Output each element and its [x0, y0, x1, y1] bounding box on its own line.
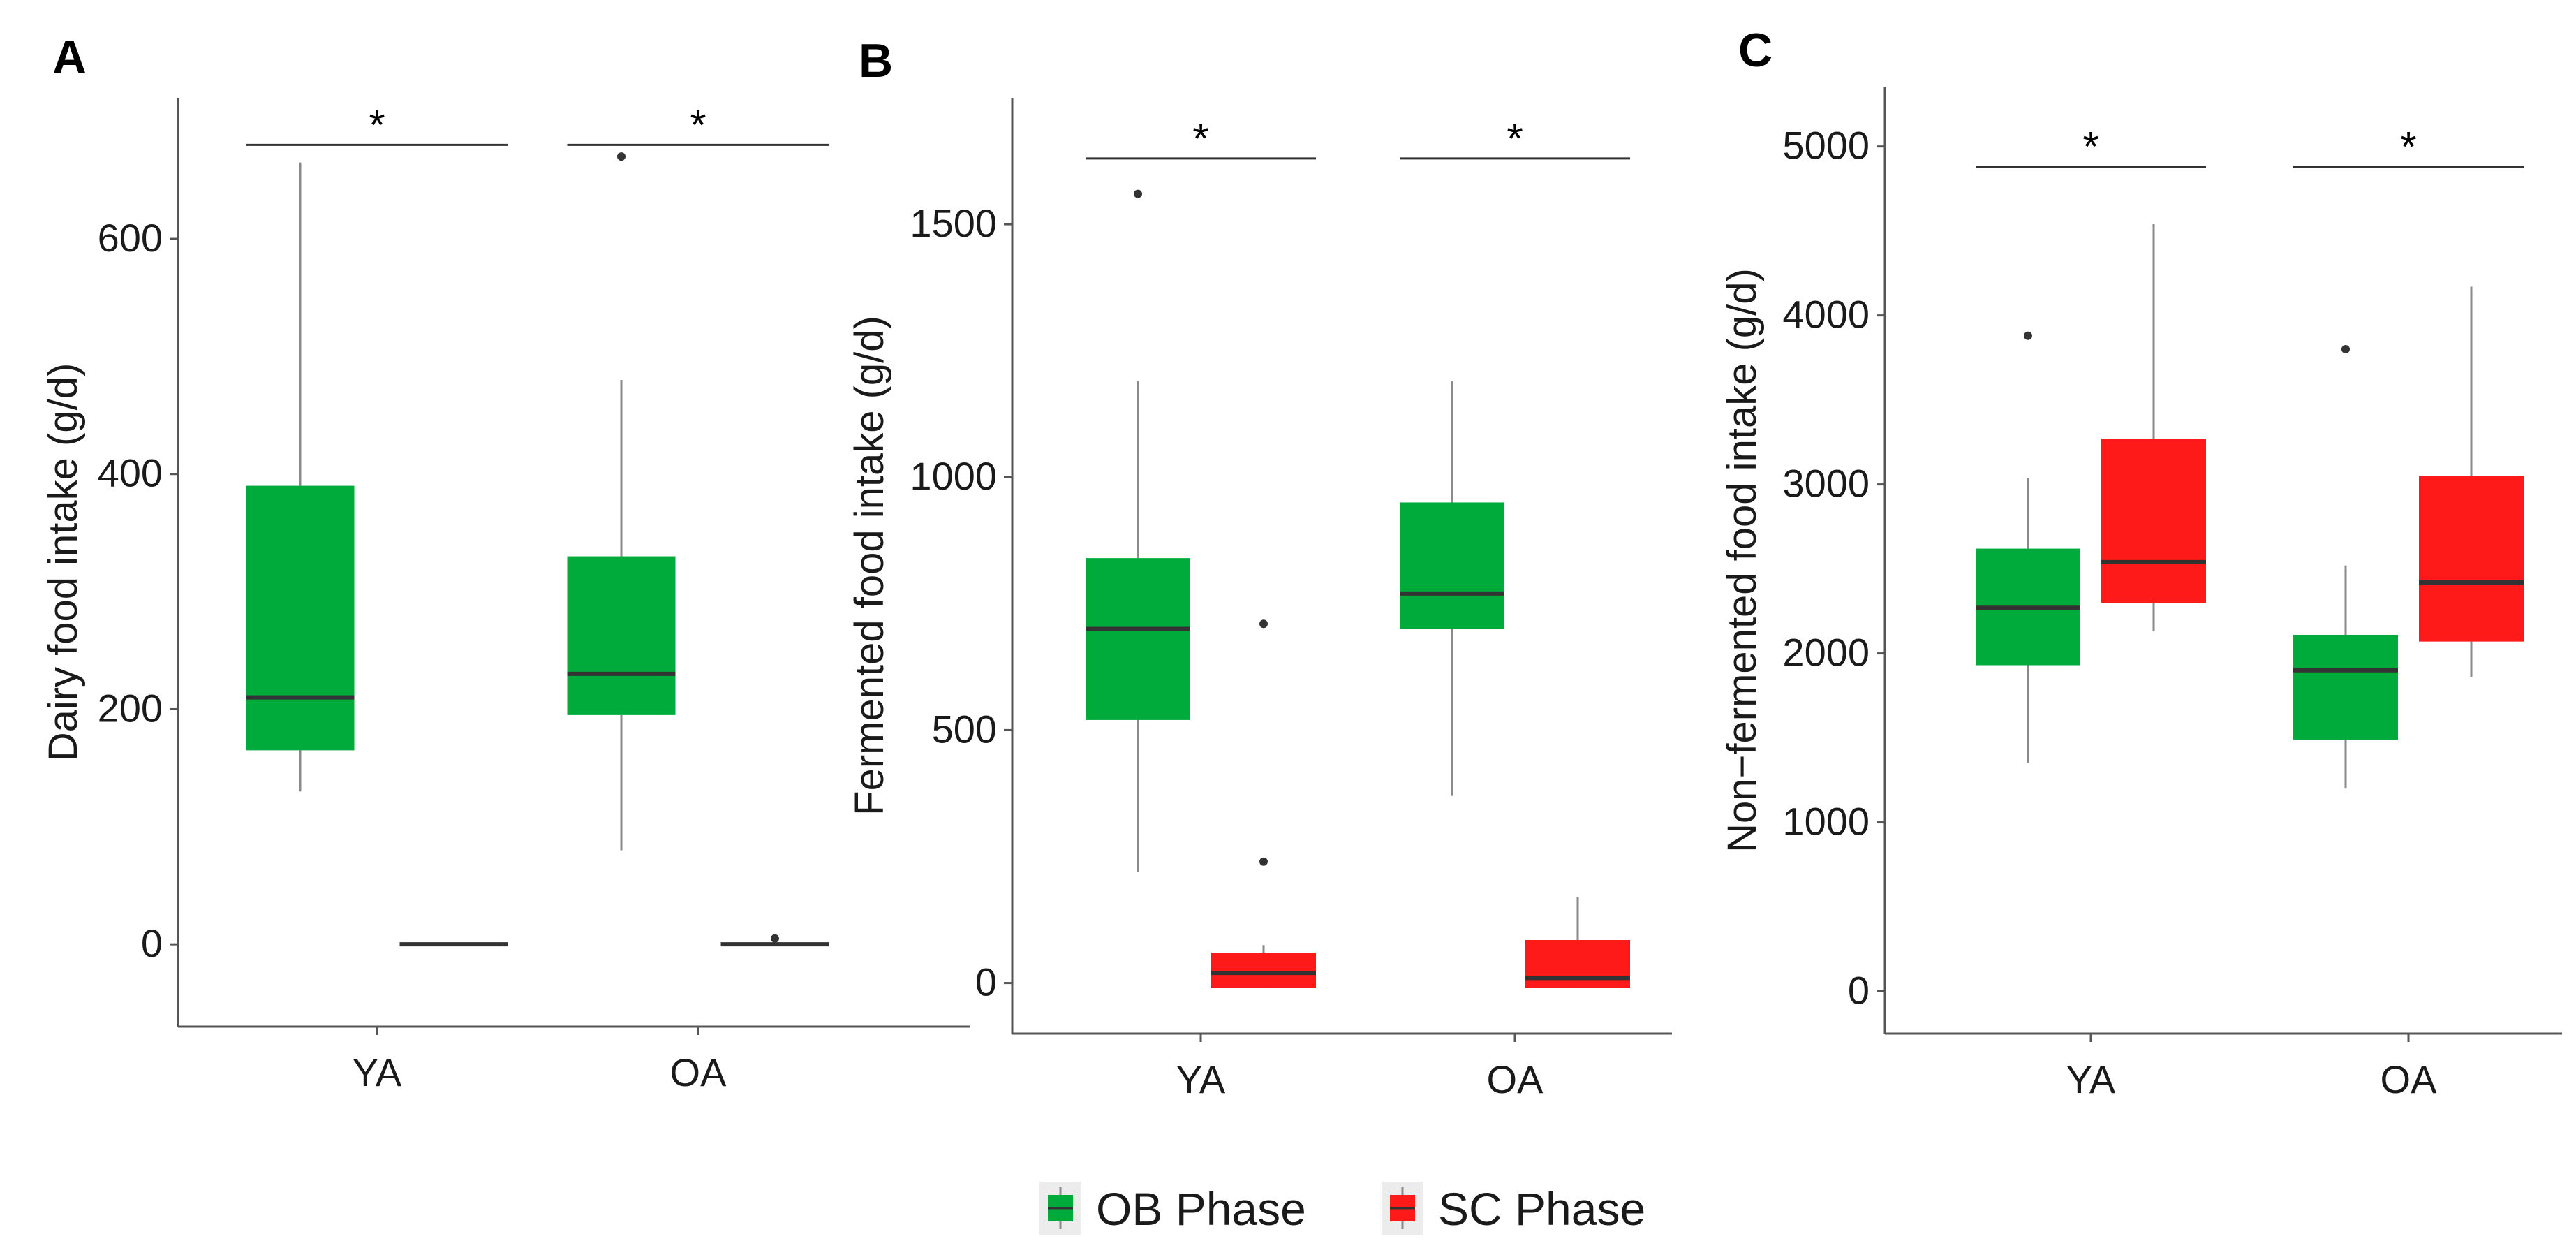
box-iqr [2101, 439, 2206, 603]
panel-letter: C [1738, 24, 1772, 77]
x-tick-label: YA [353, 1050, 402, 1094]
box-iqr [1211, 953, 1316, 988]
box-sc-ya [1211, 619, 1316, 988]
y-tick-label: 0 [1848, 969, 1870, 1013]
y-axis-title: Fermented food intake (g/d) [847, 316, 892, 816]
significance-star: * [1192, 115, 1208, 162]
y-tick-label: 600 [98, 216, 163, 260]
box-sc-oa [720, 934, 829, 947]
x-tick-label: YA [1176, 1057, 1226, 1101]
legend-item-sc: SC Phase [1382, 1182, 1645, 1235]
box-ob-oa [1400, 381, 1504, 796]
x-tick-label: OA [670, 1050, 727, 1094]
y-tick-label: 1000 [1782, 800, 1870, 844]
box-sc-ya [2101, 223, 2206, 632]
legend-label: OB Phase [1096, 1183, 1306, 1235]
x-tick-label: OA [1487, 1057, 1544, 1101]
y-tick-label: 200 [98, 686, 163, 730]
box-iqr [1400, 502, 1504, 629]
box-iqr [2419, 476, 2524, 642]
box-ob-ya [1086, 189, 1190, 872]
box-iqr [2293, 634, 2398, 740]
y-tick-label: 400 [98, 451, 163, 495]
significance-star: * [2082, 124, 2098, 170]
box-sc-ya [399, 942, 508, 947]
legend-label: SC Phase [1438, 1183, 1645, 1235]
y-tick-label: 2000 [1782, 631, 1870, 675]
outlier-point [771, 934, 779, 943]
legend-item-ob: OB Phase [1039, 1182, 1306, 1235]
y-tick-label: 0 [975, 960, 997, 1004]
x-tick-label: OA [2381, 1057, 2438, 1101]
y-tick-label: 1500 [910, 201, 997, 245]
outlier-point [1259, 619, 1268, 629]
panel-b: B 0 500 1000 1500 Fermented food intake (g/d)… [847, 34, 1672, 1101]
y-tick-label: 0 [141, 921, 163, 965]
panel-letter: B [859, 34, 893, 87]
panel-letter: A [52, 31, 87, 84]
box-iqr [1086, 558, 1190, 720]
box-sc-oa [1525, 897, 1630, 988]
outlier-point [2024, 331, 2032, 340]
box-ob-ya [1976, 331, 2080, 763]
y-tick-label: 500 [932, 707, 997, 751]
box-iqr [567, 556, 676, 715]
outlier-point [2341, 345, 2350, 354]
significance-star: * [690, 101, 706, 148]
box-sc-oa [2419, 286, 2524, 677]
y-tick-label: 1000 [910, 454, 997, 498]
panel-c: C 0 1000 2000 3000 4000 5000 Non−fermented food… [1719, 24, 2562, 1101]
box-iqr [1525, 940, 1630, 988]
y-tick-label: 5000 [1782, 124, 1870, 168]
x-tick-label: YA [2066, 1057, 2116, 1101]
y-tick-label: 4000 [1782, 293, 1870, 337]
outlier-point [617, 152, 626, 161]
panel-a: A 0 200 400 600 Dairy food intake (g/d) YA OA * * [40, 31, 970, 1094]
panels: A 0 200 400 600 Dairy food intake (g/d) YA OA * *… [40, 24, 2562, 1101]
y-axis-title: Dairy food intake (g/d) [40, 363, 86, 762]
box-ob-oa [2293, 345, 2398, 789]
box-iqr [246, 485, 355, 751]
box-ob-oa [567, 152, 676, 851]
significance-star: * [2400, 124, 2416, 170]
significance-star: * [1507, 115, 1523, 162]
outlier-point [1134, 189, 1142, 198]
y-tick-label: 3000 [1782, 462, 1870, 506]
box-ob-ya [246, 162, 355, 792]
y-axis-title: Non−fermented food intake (g/d) [1719, 268, 1765, 853]
outlier-point [1259, 857, 1268, 866]
significance-star: * [369, 101, 385, 148]
legend: OB Phase SC Phase [1039, 1182, 1645, 1235]
